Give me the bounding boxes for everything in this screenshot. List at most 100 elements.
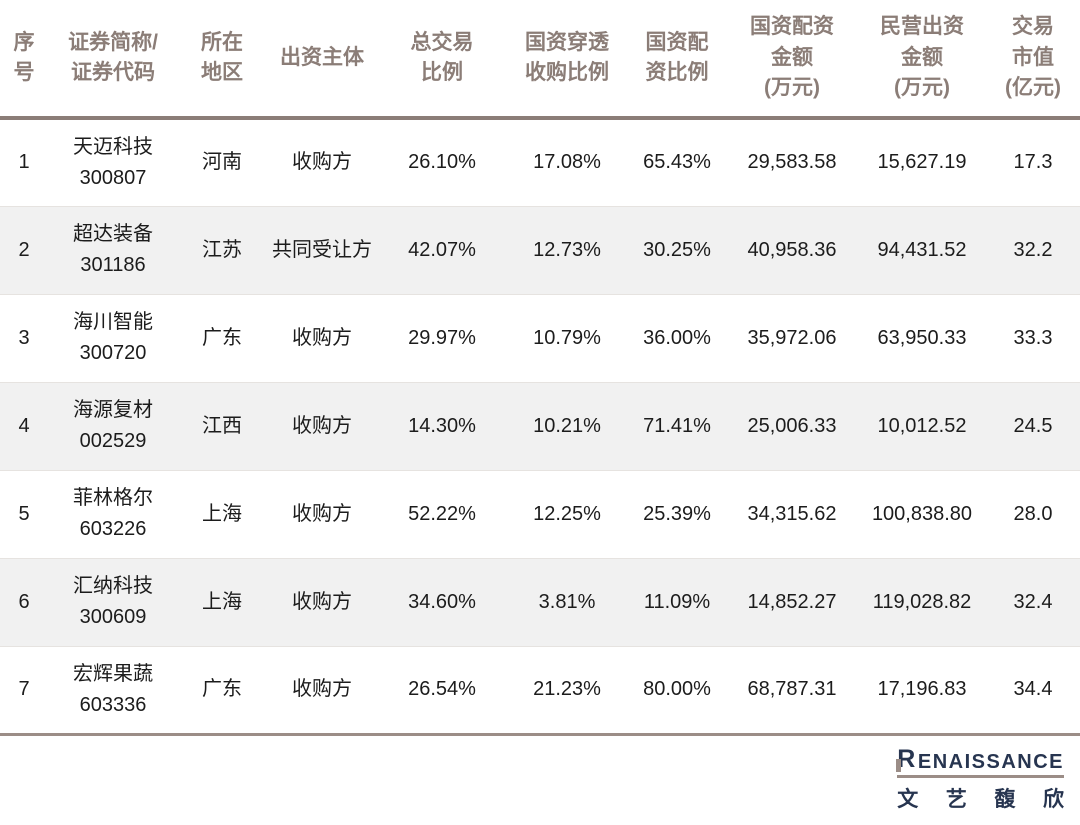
col-header-penetration-ratio: 国资穿透 收购比例 (525, 30, 609, 84)
cell-entity: 收购方 (292, 502, 352, 525)
cell-allocation-ratio: 25.39% (643, 502, 711, 525)
cell-market-value: 24.5 (1013, 414, 1053, 437)
cell-market-value: 28.0 (1013, 502, 1053, 525)
cell-index: 5 (18, 502, 30, 525)
cell-private-amount: 17,196.83 (877, 678, 967, 700)
cell-total-ratio: 26.54% (408, 678, 476, 700)
cell-allocation-ratio: 11.09% (643, 590, 711, 613)
cell-allocation-amount: 35,972.06 (747, 326, 837, 349)
logo-chinese-name: 文艺馥欣 (897, 788, 1064, 812)
cell-market-value: 34.4 (1013, 678, 1053, 700)
cell-region: 上海 (202, 590, 242, 613)
cell-security: 海源复材 002529 (48, 382, 178, 470)
security-name: 汇纳科技 (73, 575, 153, 597)
cell-allocation-amount: 29,583.58 (747, 151, 837, 174)
cell-region: 上海 (202, 502, 242, 525)
cell-private-amount: 15,627.19 (877, 151, 967, 174)
table-row: 5 菲林格尔 603226 上海 收购方 52.22% 12.25% 25.39… (0, 470, 1080, 558)
table-row: 3 海川智能 300720 广东 收购方 29.97% 10.79% 36.00… (0, 294, 1080, 382)
cell-security: 天迈科技 300807 (48, 118, 178, 206)
security-code: 603226 (79, 518, 147, 540)
cell-penetration-ratio: 10.79% (533, 326, 601, 349)
footer: R ENAISSANCE 文艺馥欣 (0, 736, 1080, 825)
cell-region: 广东 (202, 678, 242, 700)
cell-entity: 收购方 (292, 678, 352, 700)
cell-total-ratio: 34.60% (408, 590, 476, 613)
cell-entity: 收购方 (292, 326, 352, 349)
cell-total-ratio: 29.97% (408, 326, 476, 349)
cell-entity: 收购方 (292, 590, 352, 613)
cell-allocation-amount: 68,787.31 (747, 678, 837, 700)
security-code: 300807 (79, 166, 147, 189)
cell-security: 宏辉果蔬 603336 (48, 646, 178, 734)
cell-allocation-ratio: 30.25% (643, 238, 711, 261)
cell-security: 海川智能 300720 (48, 294, 178, 382)
col-header-allocation-ratio: 国资配 资比例 (645, 30, 709, 84)
cell-penetration-ratio: 21.23% (533, 678, 601, 700)
cell-market-value: 32.4 (1013, 590, 1053, 613)
security-code: 300720 (79, 342, 147, 364)
cell-allocation-ratio: 36.00% (643, 326, 711, 349)
logo-r-mark-icon: R (896, 745, 917, 774)
cell-entity: 共同受让方 (272, 238, 372, 261)
cell-private-amount: 10,012.52 (877, 414, 967, 437)
header-row: 序 号 证券简称/ 证券代码 所在 地区 出资主体 总交易 比例 国资穿透 收购… (0, 0, 1080, 118)
state-capital-deals-table: 序 号 证券简称/ 证券代码 所在 地区 出资主体 总交易 比例 国资穿透 收购… (0, 0, 1080, 734)
cell-private-amount: 100,838.80 (871, 502, 973, 525)
cell-allocation-amount: 14,852.27 (747, 590, 837, 613)
cell-penetration-ratio: 10.21% (533, 414, 601, 437)
cell-market-value: 17.3 (1013, 151, 1053, 174)
table-row: 2 超达装备 301186 江苏 共同受让方 42.07% 12.73% 30.… (0, 206, 1080, 294)
cell-allocation-ratio: 80.00% (643, 678, 711, 700)
cell-allocation-amount: 34,315.62 (747, 502, 837, 525)
security-name: 超达装备 (73, 223, 153, 245)
table-row: 1 天迈科技 300807 河南 收购方 26.10% 17.08% 65.43… (0, 118, 1080, 206)
security-name: 海源复材 (73, 399, 153, 421)
table-header: 序 号 证券简称/ 证券代码 所在 地区 出资主体 总交易 比例 国资穿透 收购… (0, 0, 1080, 118)
cell-security: 汇纳科技 300609 (48, 558, 178, 646)
security-code: 603336 (79, 693, 147, 716)
cell-allocation-ratio: 71.41% (643, 414, 711, 437)
col-header-entity: 出资主体 (280, 45, 364, 69)
cell-private-amount: 119,028.82 (872, 590, 972, 613)
cell-market-value: 32.2 (1013, 238, 1053, 261)
cell-index: 7 (18, 678, 30, 700)
col-header-private-amount: 民营出资 金额 (万元) (880, 15, 964, 100)
security-code: 300609 (79, 606, 147, 628)
security-name: 海川智能 (73, 311, 153, 333)
table-row: 4 海源复材 002529 江西 收购方 14.30% 10.21% 71.41… (0, 382, 1080, 470)
cell-entity: 收购方 (292, 414, 352, 437)
col-header-security: 证券简称/ 证券代码 (68, 30, 158, 84)
logo-wordmark: R ENAISSANCE (896, 745, 1064, 779)
cell-index: 3 (18, 326, 30, 349)
cell-private-amount: 63,950.33 (877, 326, 967, 349)
cell-region: 广东 (202, 326, 242, 349)
cell-total-ratio: 42.07% (408, 238, 476, 261)
cell-region: 河南 (202, 151, 242, 174)
cell-entity: 收购方 (292, 151, 352, 174)
cell-penetration-ratio: 17.08% (533, 151, 601, 174)
cell-penetration-ratio: 12.73% (533, 238, 601, 261)
cell-allocation-amount: 25,006.33 (747, 414, 837, 437)
security-code: 301186 (80, 254, 146, 276)
cell-index: 1 (18, 151, 30, 174)
cell-penetration-ratio: 3.81% (538, 590, 596, 613)
cell-region: 江苏 (202, 238, 242, 261)
security-code: 002529 (79, 430, 147, 452)
cell-security: 菲林格尔 603226 (48, 470, 178, 558)
cell-security: 超达装备 301186 (48, 206, 178, 294)
cell-allocation-amount: 40,958.36 (747, 238, 837, 261)
cell-total-ratio: 26.10% (408, 151, 476, 174)
cell-index: 4 (18, 414, 30, 437)
logo-brand-text: ENAISSANCE (917, 751, 1064, 774)
col-header-total-ratio: 总交易 比例 (410, 30, 474, 84)
renaissance-logo: R ENAISSANCE 文艺馥欣 (896, 745, 1064, 813)
col-header-market-value: 交易 市值 (亿元) (1005, 15, 1061, 100)
col-header-allocation-amount: 国资配资 金额 (万元) (750, 15, 834, 100)
cell-total-ratio: 52.22% (408, 502, 476, 525)
cell-penetration-ratio: 12.25% (533, 502, 601, 525)
cell-index: 2 (18, 238, 30, 261)
table-row: 6 汇纳科技 300609 上海 收购方 34.60% 3.81% 11.09%… (0, 558, 1080, 646)
security-name: 天迈科技 (73, 135, 153, 158)
